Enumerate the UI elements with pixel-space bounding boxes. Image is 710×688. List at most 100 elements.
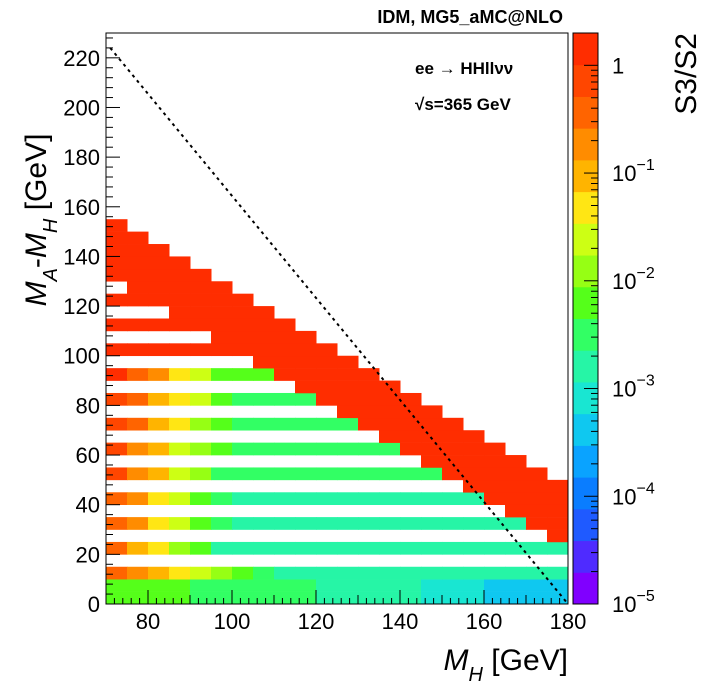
heatmap-cell — [547, 591, 569, 605]
heatmap-cell — [358, 566, 380, 580]
heatmap-cell — [106, 256, 128, 270]
chart-title: IDM, MG5_aMC@NLO — [377, 7, 563, 27]
heatmap-cell — [274, 492, 296, 505]
heatmap-cell — [274, 517, 296, 530]
heatmap-cell — [484, 442, 506, 456]
heatmap-cell — [127, 591, 149, 605]
heatmap-cell — [400, 442, 422, 456]
heatmap-cell — [463, 579, 485, 592]
heatmap-cell — [253, 306, 275, 319]
heatmap-cell — [295, 566, 317, 580]
heatmap-cell — [190, 541, 212, 555]
heatmap-cell — [442, 541, 464, 555]
heatmap-cell — [463, 541, 485, 555]
heatmap-cell — [232, 343, 254, 357]
heatmap-cell — [169, 268, 191, 282]
heatmap-cell — [484, 579, 506, 592]
heatmap-cell — [106, 343, 128, 357]
heatmap-cell — [211, 492, 233, 505]
y-tick-label: 220 — [63, 46, 100, 71]
heatmap-cell — [358, 392, 380, 406]
heatmap-cell — [148, 368, 170, 381]
heatmap-cell — [358, 492, 380, 505]
heatmap-cell — [358, 517, 380, 530]
heatmap-cell — [190, 517, 212, 530]
heatmap-cell — [526, 591, 548, 605]
heatmap-cell — [295, 343, 317, 357]
heatmap-cell — [169, 368, 191, 381]
y-tick-label: 80 — [76, 393, 100, 418]
heatmap-cell — [358, 405, 380, 419]
heatmap-cell — [400, 591, 422, 605]
heatmap-cell — [295, 579, 317, 592]
heatmap-cell — [232, 318, 254, 332]
heatmap-cell — [442, 417, 464, 431]
heatmap-cell — [379, 380, 401, 394]
heatmap-cell — [400, 467, 422, 481]
y-tick-label: 180 — [63, 145, 100, 170]
diagonal-line-layer — [109, 47, 569, 605]
heatmap-cell — [106, 318, 128, 332]
heatmap-cell — [295, 355, 317, 369]
heatmap-cell — [148, 318, 170, 332]
heatmap-cell — [442, 442, 464, 456]
heatmap-cell — [190, 306, 212, 319]
heatmap-cell — [316, 392, 338, 406]
heatmap-cell — [274, 442, 296, 456]
heatmap-cell — [421, 591, 443, 605]
heatmap-cell — [211, 591, 233, 605]
heatmap-cell — [274, 467, 296, 481]
heatmap-cell — [190, 268, 212, 282]
heatmap-cell — [505, 504, 527, 518]
heatmap-cell — [421, 467, 443, 481]
heatmap-cell — [337, 517, 359, 530]
x-tick-label: 80 — [136, 609, 160, 634]
heatmap-cell — [484, 467, 506, 481]
heatmap-cell — [211, 318, 233, 332]
heatmap-cell — [127, 293, 149, 307]
y-tick-label: 140 — [63, 244, 100, 269]
diagonal-line — [109, 47, 569, 605]
heatmap-cell — [127, 417, 149, 431]
heatmap-cell — [232, 541, 254, 555]
heatmap-cell — [547, 504, 569, 518]
heatmap-cell — [274, 541, 296, 555]
heatmap-cell — [169, 256, 191, 270]
color-bar-segment — [573, 223, 598, 256]
color-bar-segment — [573, 64, 598, 97]
heatmap-cell — [295, 467, 317, 481]
heatmap-cell — [169, 591, 191, 605]
heatmap-cell — [253, 368, 275, 381]
heatmap-cell — [505, 591, 527, 605]
heatmap-cell — [421, 541, 443, 555]
heatmap-cell — [211, 343, 233, 357]
heatmap-cell — [505, 517, 527, 530]
heatmap-cell — [274, 566, 296, 580]
heatmap-cell — [106, 231, 128, 245]
heatmap-cell — [106, 566, 128, 580]
heatmap-cell — [484, 591, 506, 605]
heatmap-cell — [295, 368, 317, 381]
color-bar-segment — [573, 477, 598, 510]
heatmap-cell — [232, 591, 254, 605]
heatmap-cell — [106, 268, 128, 282]
heatmap-cell — [337, 566, 359, 580]
heatmap-cell — [169, 281, 191, 294]
heatmap-cell — [127, 442, 149, 456]
heatmap-cell — [463, 517, 485, 530]
heatmap-cell — [127, 281, 149, 294]
color-bar-segment — [573, 381, 598, 415]
heatmap-cell — [316, 591, 338, 605]
heatmap-cell — [526, 479, 548, 493]
heatmap-cell — [547, 579, 569, 592]
heatmap-cell — [274, 579, 296, 592]
heatmap-cell — [421, 579, 443, 592]
heatmap-cell — [253, 330, 275, 344]
heatmap-cell — [379, 467, 401, 481]
color-bar-tick-label: 10−2 — [612, 265, 655, 294]
heatmap-cell — [526, 579, 548, 592]
heatmap-cell — [400, 492, 422, 505]
color-bar-segment — [573, 445, 598, 478]
heatmap-cell — [484, 541, 506, 555]
heatmap-cell — [379, 492, 401, 505]
